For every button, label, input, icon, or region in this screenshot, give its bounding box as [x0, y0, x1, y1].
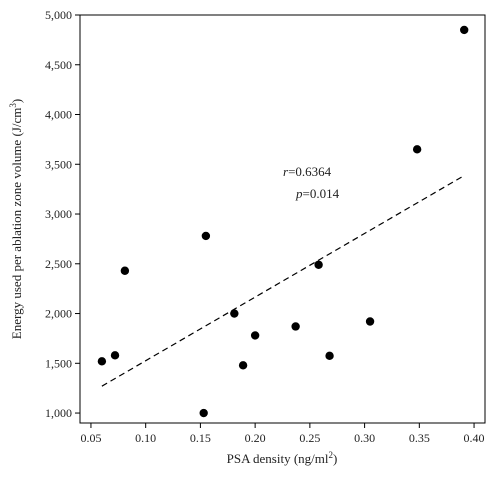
x-tick-label: 0.20 [245, 431, 266, 445]
y-axis-title: Energy used per ablation zone volume (J/… [8, 99, 24, 339]
data-point [201, 231, 211, 241]
data-point [412, 145, 422, 154]
x-tick-label: 0.25 [299, 431, 320, 445]
data-point [230, 309, 239, 318]
y-tick-label: 2,000 [45, 307, 72, 321]
y-tick-label: 1,500 [45, 356, 72, 370]
x-tick-label: 0.40 [464, 431, 485, 445]
data-point [365, 317, 375, 326]
data-point [97, 357, 107, 366]
data-point [110, 351, 120, 360]
data-point [314, 260, 323, 269]
y-tick-label: 2,500 [45, 257, 72, 271]
data-point [325, 351, 334, 361]
x-tick-label: 0.15 [190, 431, 211, 445]
data-point [199, 408, 208, 418]
plot-frame [79, 14, 486, 424]
data-points [97, 25, 469, 418]
x-axis: 0.05 0.10 0.15 0.20 0.25 0.30 0.35 0.40 [80, 423, 485, 445]
x-tick-label: 0.10 [135, 431, 156, 445]
y-axis: 1,000 1,500 2,000 2,500 3,000 3,500 4,000 4,500… [45, 8, 80, 420]
y-tick-label: 5,000 [45, 8, 72, 22]
y-tick-label: 1,000 [45, 406, 72, 420]
x-tick-label: 0.35 [409, 431, 430, 445]
annotation-r: r=0.6364 [283, 164, 332, 179]
x-axis-title: PSA density (ng/ml2) [227, 450, 338, 466]
data-point [120, 266, 130, 275]
x-tick-label: 0.30 [354, 431, 375, 445]
data-point [250, 331, 260, 340]
data-point [238, 361, 248, 370]
y-tick-label: 3,500 [45, 157, 72, 171]
y-tick-label: 3,000 [45, 207, 72, 221]
trendline [101, 175, 464, 387]
data-point [291, 322, 300, 331]
y-tick-label: 4,000 [45, 108, 72, 122]
x-tick-label: 0.05 [80, 431, 101, 445]
data-point [460, 25, 469, 35]
y-tick-label: 4,500 [45, 58, 72, 72]
annotation-p: p=0.014 [295, 186, 340, 201]
